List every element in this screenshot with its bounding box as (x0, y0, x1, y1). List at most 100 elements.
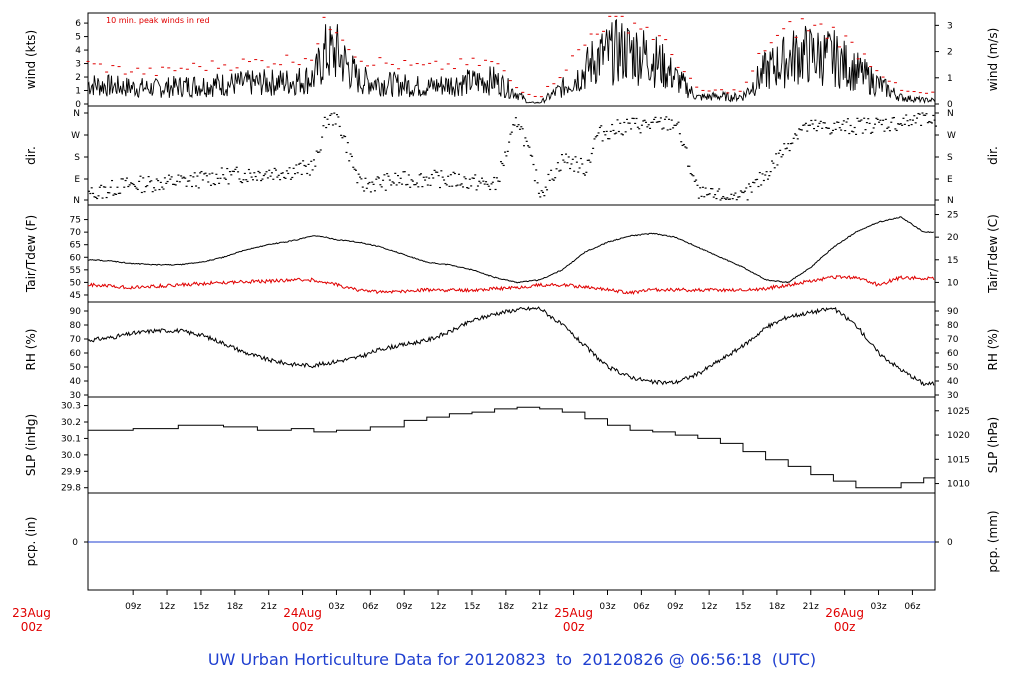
slp-left-tick-label: 30.2 (61, 418, 81, 428)
slp-left-tick-label: 30.3 (61, 402, 81, 412)
dir-left-tick-label: N (73, 196, 80, 206)
x-tick-label: 09z (396, 602, 412, 612)
temp-right-tick-label: 20 (947, 233, 959, 243)
x-date-time-label: 00z (292, 620, 314, 634)
temp-left-tick-label: 50 (70, 278, 82, 288)
wind-left-tick-label: 2 (75, 73, 81, 83)
dir-right-tick-label: N (947, 109, 954, 119)
temp-left-tick-label: 75 (70, 216, 81, 226)
panel-frame-3 (87, 301, 936, 398)
wind-right-tick-label: 2 (947, 48, 953, 58)
rh-series (87, 306, 935, 386)
x-date-time-label: 00z (21, 620, 43, 634)
x-tick-label: 21z (532, 602, 548, 612)
wind-right-tick-label: 3 (947, 21, 953, 31)
x-tick-label: 03z (328, 602, 344, 612)
temp-left-tick-label: 60 (70, 253, 82, 263)
wind-left-tick-label: 5 (75, 33, 81, 43)
wind-ylabel-left: wind (kts) (24, 30, 38, 89)
dir-right-tick-label: E (947, 175, 953, 185)
wind-right-tick-label: 0 (947, 100, 953, 110)
temp-right-tick-label: 25 (947, 211, 958, 221)
rh-ylabel-right: RH (%) (986, 329, 1000, 371)
rh-right-tick-label: 70 (947, 335, 959, 345)
rh-ylabel-left: RH (%) (24, 329, 38, 371)
x-tick-label: 12z (701, 602, 717, 612)
x-tick-label: 12z (159, 602, 175, 612)
slp-right-tick-label: 1015 (947, 455, 970, 465)
rh-left-tick-label: 80 (70, 321, 82, 331)
slp-right-tick-label: 1025 (947, 407, 970, 417)
dir-ylabel-left: dir. (24, 146, 38, 165)
temp-right-tick-label: 15 (947, 256, 958, 266)
x-date-label: 25Aug (554, 606, 593, 620)
wind-left-tick-label: 6 (75, 19, 81, 29)
rh-right-tick-label: 80 (947, 321, 959, 331)
rh-right-tick-label: 40 (947, 377, 959, 387)
x-tick-label: 09z (125, 602, 141, 612)
dir-right-tick-label: W (947, 131, 956, 141)
x-tick-label: 18z (498, 602, 514, 612)
pcp-ylabel-right: pcp. (mm) (986, 510, 1000, 572)
wind-left-tick-label: 1 (75, 87, 81, 97)
x-tick-label: 21z (803, 602, 819, 612)
x-tick-label: 06z (633, 602, 649, 612)
slp-left-tick-label: 30.1 (61, 434, 81, 444)
rh-left-tick-label: 50 (70, 363, 82, 373)
x-tick-label: 21z (261, 602, 277, 612)
pcp-right-tick-label: 0 (947, 538, 953, 548)
x-tick-label: 15z (464, 602, 480, 612)
dir-ylabel-right: dir. (986, 146, 1000, 165)
rh-right-tick-label: 60 (947, 349, 959, 359)
dir-left-tick-label: S (74, 153, 80, 163)
pcp-left-tick-label: 0 (72, 538, 78, 548)
wind-ylabel-right: wind (m/s) (986, 28, 1000, 92)
chart-footer-title: UW Urban Horticulture Data for 20120823 … (207, 650, 817, 669)
dir-right-tick-label: S (947, 153, 953, 163)
wind-mean-series (87, 18, 935, 105)
x-tick-label: 12z (430, 602, 446, 612)
x-tick-label: 06z (904, 602, 920, 612)
x-tick-label: 15z (193, 602, 209, 612)
rh-left-tick-label: 40 (70, 377, 82, 387)
temp-left-tick-label: 65 (70, 241, 81, 251)
temp-left-tick-label: 55 (70, 266, 81, 276)
slp-left-tick-label: 30.0 (61, 451, 81, 461)
slp-ylabel-left: SLP (inHg) (24, 414, 38, 476)
air-temp-series (87, 216, 935, 284)
dir-left-tick-label: E (74, 175, 80, 185)
temp-right-tick-label: 10 (947, 278, 959, 288)
dewpoint-series (88, 275, 935, 296)
x-tick-label: 18z (227, 602, 243, 612)
pcp-ylabel-left: pcp. (in) (24, 517, 38, 567)
temp-left-tick-label: 45 (70, 291, 81, 301)
slp-right-tick-label: 1010 (947, 480, 970, 490)
slp-series (88, 406, 935, 489)
x-tick-label: 03z (599, 602, 615, 612)
x-date-label: 26Aug (825, 606, 864, 620)
wind-left-tick-label: 4 (75, 46, 81, 56)
x-tick-label: 09z (667, 602, 683, 612)
rh-left-tick-label: 70 (70, 335, 82, 345)
x-date-label: 24Aug (283, 606, 322, 620)
wind-left-tick-label: 0 (75, 100, 81, 110)
dir-left-tick-label: W (71, 131, 80, 141)
rh-right-tick-label: 50 (947, 363, 959, 373)
wind-annotation: 10 min. peak winds in red (106, 16, 210, 25)
rh-left-tick-label: 60 (70, 349, 82, 359)
temp-ylabel-left: Tair/Tdew (F) (24, 215, 38, 293)
x-tick-label: 06z (362, 602, 378, 612)
temp-left-tick-label: 70 (70, 228, 82, 238)
x-tick-label: 03z (870, 602, 886, 612)
wind-left-tick-label: 3 (75, 60, 81, 70)
panel-frame-4 (87, 396, 936, 494)
x-tick-label: 15z (735, 602, 751, 612)
x-tick-label: 18z (769, 602, 785, 612)
dir-left-tick-label: N (73, 109, 80, 119)
slp-ylabel-right: SLP (hPa) (986, 417, 1000, 473)
slp-left-tick-label: 29.9 (61, 467, 81, 477)
rh-right-tick-label: 30 (947, 391, 959, 401)
dir-right-tick-label: N (947, 196, 954, 206)
rh-right-tick-label: 90 (947, 307, 959, 317)
